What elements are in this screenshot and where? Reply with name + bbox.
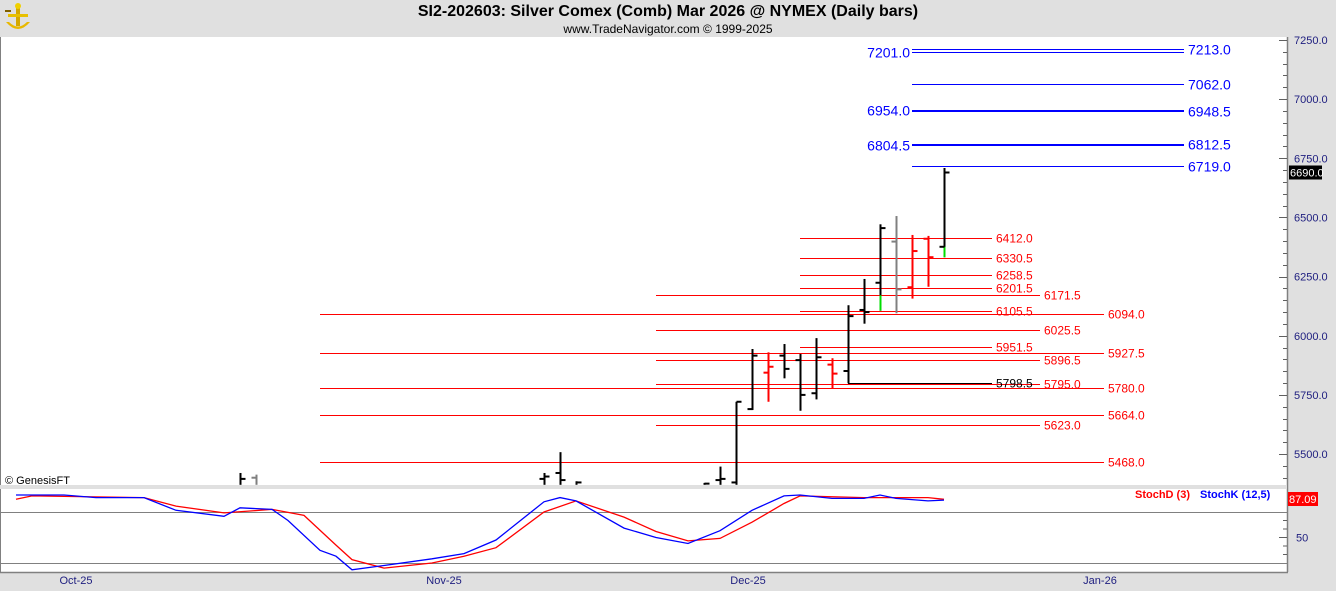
ohlc-bar [539,472,550,485]
ohlc-bar [555,452,566,485]
gold-anchor-logo [2,2,34,39]
y-axis-label: 6250.0 [1294,272,1328,284]
level-label: 5927.5 [1108,347,1145,361]
genesis-watermark: © GenesisFT [5,475,70,487]
ohlc-bar [703,482,710,485]
level-label: 5468.0 [1108,456,1145,470]
stoch-last-box [1288,492,1318,506]
level-label: 5798.5 [996,377,1033,391]
level-label: 5623.0 [1044,419,1081,433]
ohlc-bar [907,234,918,299]
ohlc-bar [747,348,758,411]
x-axis-label: Nov-25 [426,575,461,587]
chart-title: SI2-202603: Silver Comex (Comb) Mar 2026… [417,3,919,20]
y-axis-label: 6500.0 [1294,212,1328,224]
ohlc-bar [715,466,726,485]
level-label: 6948.5 [1188,104,1231,120]
last-price-label: 6690.0 [1290,167,1324,179]
ohlc-bar [763,352,774,402]
level-label: 6105.5 [996,305,1033,319]
ohlc-bar [779,344,790,379]
level-label: 5951.5 [996,341,1033,355]
level-label: 5780.0 [1108,382,1145,396]
level-label: 6171.5 [1044,289,1081,303]
ohlc-bar [795,353,806,411]
stochk-legend: StochK (12,5) [1200,489,1271,501]
level-label: 7062.0 [1188,77,1231,93]
level-label: 6812.5 [1188,137,1231,153]
level-left-label: 6954.0 [867,103,910,119]
ohlc-bar [923,235,934,287]
ohlc-bar [875,224,886,311]
stoch-last-label: 87.09 [1289,494,1317,506]
ohlc-bar [939,168,950,258]
level-label: 6025.5 [1044,324,1081,338]
stochd-line [15,495,945,569]
level-label: 6330.5 [996,252,1033,266]
level-label: 6719.0 [1188,159,1231,175]
level-label: 6094.0 [1108,308,1145,322]
level-left-label: 6804.5 [867,138,910,154]
x-axis-label: Oct-25 [59,575,92,587]
level-label: 5896.5 [1044,354,1081,368]
stochk-line [16,494,945,571]
ohlc-bar [811,338,822,400]
x-axis-label: Dec-25 [730,575,765,587]
ohlc-bar [251,474,258,485]
ohlc-bar [859,278,870,324]
level-label: 6201.5 [996,282,1033,296]
ohlc-bar [731,400,742,485]
panel-separator [0,485,1287,489]
y-axis-label: 5500.0 [1294,449,1328,461]
level-label: 5664.0 [1108,409,1145,423]
stochastic-panel[interactable] [0,489,1287,572]
stoch-axis-label: 50 [1296,533,1308,545]
y-axis-label: 7250.0 [1294,35,1328,47]
y-axis-label: 5750.0 [1294,390,1328,402]
ohlc-bar [891,216,902,314]
price-panel[interactable] [0,37,1287,485]
level-label: 6412.0 [996,232,1033,246]
y-axis-label: 6000.0 [1294,331,1328,343]
ohlc-bar [843,305,854,384]
y-axis-label: 6750.0 [1294,153,1328,165]
ohlc-bar [575,481,582,485]
chart-subtitle: www.TradeNavigator.com © 1999-2025 [563,22,773,36]
stochd-legend: StochD (3) [1135,489,1190,501]
level-label: 5795.0 [1044,378,1081,392]
x-axis-label: Jan-26 [1083,575,1117,587]
ohlc-bar [239,472,246,485]
last-price-box [1289,165,1322,180]
y-axis-label: 7000.0 [1294,94,1328,106]
level-label: 7213.0 [1188,42,1231,58]
level-left-label: 7201.0 [867,45,910,61]
ohlc-bar [827,358,838,389]
level-label: 6258.5 [996,269,1033,283]
